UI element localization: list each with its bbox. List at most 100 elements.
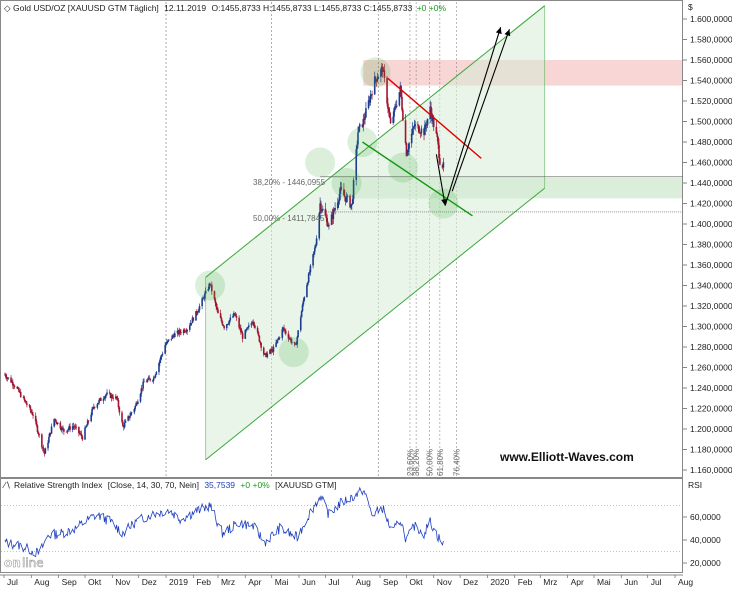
red-trendline bbox=[387, 77, 482, 159]
candle-body bbox=[234, 314, 237, 317]
svg-text:line: line bbox=[22, 556, 44, 570]
x-tick-label: Feb bbox=[518, 577, 533, 587]
x-tick-label: Jun bbox=[624, 577, 638, 587]
candle-body bbox=[262, 347, 265, 355]
candle-body bbox=[85, 426, 87, 428]
candle-body bbox=[29, 406, 32, 411]
candle-body bbox=[388, 111, 391, 118]
candle-body bbox=[228, 320, 231, 324]
rsi-name: Relative Strength Index bbox=[14, 480, 103, 490]
candle-body bbox=[71, 426, 74, 430]
candle-body bbox=[351, 199, 354, 204]
candle-body bbox=[61, 427, 63, 431]
candle-body bbox=[67, 429, 70, 431]
y-tick-label: 1.520,0000 bbox=[690, 96, 732, 106]
y-tick-label: 1.200,0000 bbox=[690, 424, 732, 434]
candle-body bbox=[319, 203, 321, 214]
candle-body bbox=[159, 356, 162, 361]
svg-text:Relative Strength Index: Relative Strength Index [Close, 14, 30, … bbox=[14, 480, 337, 490]
candle-body bbox=[25, 400, 27, 404]
candle-body bbox=[314, 245, 317, 248]
candle-body bbox=[365, 108, 367, 118]
candle-body bbox=[167, 339, 170, 341]
candle-body bbox=[185, 331, 188, 333]
candle-body bbox=[92, 407, 94, 410]
candle-body bbox=[245, 329, 247, 331]
candle-body bbox=[252, 322, 255, 324]
candle-body bbox=[190, 322, 193, 324]
candle-body bbox=[179, 330, 181, 333]
candle-body bbox=[196, 311, 198, 314]
candle-body bbox=[66, 430, 69, 432]
candle-body bbox=[56, 422, 59, 424]
y-tick-label: 1.540,0000 bbox=[690, 76, 732, 86]
candle-body bbox=[362, 119, 365, 127]
candle-body bbox=[13, 385, 16, 387]
candle-body bbox=[104, 395, 107, 399]
candle-body bbox=[208, 283, 210, 289]
rsi-axis-unit: RSI bbox=[688, 480, 702, 490]
candle-body bbox=[438, 144, 440, 159]
candle-body bbox=[141, 388, 144, 390]
candle-body bbox=[215, 302, 218, 308]
candle-body bbox=[330, 214, 333, 225]
candle-body bbox=[410, 133, 413, 144]
wave-pivot-circle bbox=[387, 152, 418, 183]
candle-body bbox=[392, 116, 395, 124]
candle-body bbox=[334, 207, 336, 211]
candle-body bbox=[302, 300, 305, 305]
candle-body bbox=[432, 117, 435, 127]
candle-body bbox=[402, 109, 404, 121]
candle-body bbox=[296, 336, 299, 345]
candle-body bbox=[270, 349, 272, 352]
rsi-y-tick-label: 40,0000 bbox=[690, 535, 721, 545]
candle-body bbox=[346, 195, 349, 197]
candle-body bbox=[233, 313, 235, 317]
candle-body bbox=[351, 203, 353, 205]
candle-body bbox=[96, 404, 99, 408]
fib-time-label: 23,60% bbox=[406, 449, 415, 476]
candle-body bbox=[270, 349, 273, 352]
candle-body bbox=[373, 76, 376, 95]
candle-body bbox=[189, 325, 191, 330]
candle-body bbox=[217, 309, 219, 314]
candle-body bbox=[321, 210, 323, 212]
candle-body bbox=[41, 447, 44, 448]
candle-body bbox=[226, 324, 229, 325]
candle-body bbox=[364, 117, 366, 120]
candle-body bbox=[192, 317, 195, 321]
rsi-header: ⁄∖ Relative Strength Index [Close, 14, 3… bbox=[2, 480, 337, 490]
x-tick-label: Dez bbox=[463, 577, 478, 587]
candle-body bbox=[332, 209, 335, 219]
candle-body bbox=[78, 426, 80, 433]
candle-body bbox=[198, 306, 201, 311]
candle-body bbox=[112, 397, 114, 399]
candle-body bbox=[7, 377, 10, 379]
wave-pivot-circle bbox=[331, 168, 362, 198]
candle-body bbox=[257, 332, 260, 336]
x-tick-label: 2020 bbox=[490, 577, 509, 587]
candle-body bbox=[250, 323, 253, 326]
x-tick-label: Aug bbox=[678, 577, 693, 587]
candle-body bbox=[430, 106, 432, 114]
candle-body bbox=[381, 66, 384, 72]
up-arrow-2 bbox=[451, 29, 510, 192]
candle-body bbox=[127, 416, 129, 421]
x-tick-label: Jul bbox=[328, 577, 339, 587]
candle-body bbox=[211, 284, 213, 292]
candle-body bbox=[28, 405, 31, 407]
candle-body bbox=[404, 120, 407, 143]
candle-body bbox=[264, 353, 267, 355]
candle-body bbox=[191, 317, 194, 323]
candle-body bbox=[115, 396, 118, 398]
candle-body bbox=[303, 297, 306, 301]
price-header: ◇ Gold USD/OZ [XAUUSD GTM Täglich] 12.11… bbox=[4, 3, 446, 13]
x-tick-label: Mai bbox=[275, 577, 289, 587]
candle-body bbox=[307, 273, 310, 283]
y-tick-label: 1.360,0000 bbox=[690, 260, 732, 270]
candle-body bbox=[87, 420, 90, 422]
candle-body bbox=[321, 208, 324, 211]
trend-channel-fill bbox=[205, 5, 545, 460]
candle-body bbox=[102, 398, 105, 401]
candle-body bbox=[128, 416, 130, 419]
